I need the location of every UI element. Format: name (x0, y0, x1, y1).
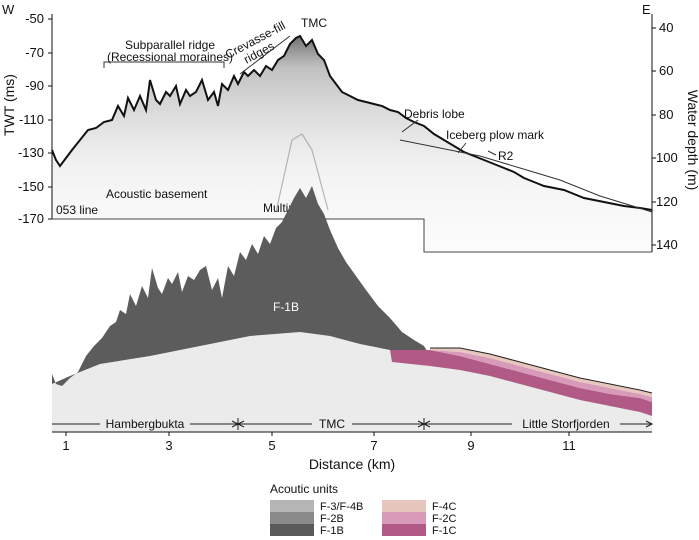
left-axis-label: TWT (ms) (1, 74, 17, 136)
acoustic-basement-label: Acoustic basement (106, 187, 208, 201)
left-tick-label: -70 (25, 45, 44, 60)
r2-reflector (399, 139, 653, 213)
legend-label-f2b: F-2B (320, 513, 344, 525)
x-axis-label: Distance (km) (309, 456, 395, 472)
west-label: W (2, 2, 15, 17)
seismic-panel (51, 14, 653, 253)
region-label-bg (312, 415, 352, 432)
region-hambergbukta: Hambergbukta (106, 417, 185, 431)
legend-label-f3-f4b: F-3/F-4B (320, 501, 363, 513)
legend-label-f2c: F-2C (432, 513, 457, 525)
x-tick-label: 5 (268, 438, 275, 453)
interpretation-panel: F-1B (52, 186, 653, 432)
unit-f1c-area (390, 350, 652, 416)
legend-swatch-f4c (382, 500, 426, 512)
line-name-label: 053 line (56, 203, 98, 217)
x-tick-label: 11 (562, 438, 576, 453)
left-tick-label: -90 (25, 78, 44, 93)
right-axis-label: Water depth (m) (685, 90, 699, 191)
east-label: E (642, 2, 651, 17)
recessional-moraines-label: (Recessional moraines) (107, 50, 233, 64)
r2-label: R2 (498, 149, 514, 163)
seismic-fill (52, 36, 652, 252)
region-little-storfjorden: Little Storfjorden (522, 417, 609, 431)
legend: Acoutic units F-3/F-4B F-2B F-1B F-4C F-… (270, 482, 457, 537)
debris-lobe-label: Debris lobe (404, 107, 465, 121)
legend-swatch-f2c (382, 512, 426, 524)
region-label-bg (512, 415, 620, 432)
iceberg-plow-mark-label: Iceberg plow mark (446, 128, 545, 142)
right-tick-label: 40 (659, 20, 673, 35)
x-axis-ticks (65, 432, 570, 436)
right-tick-label: 140 (656, 237, 678, 252)
legend-swatch-f1c (382, 524, 426, 536)
legend-label-f4c: F-4C (432, 501, 457, 513)
left-axis-ticks (48, 18, 52, 220)
legend-swatch-f1b (270, 524, 314, 536)
region-tmc: TMC (319, 417, 345, 431)
legend-swatch-f2b (270, 512, 314, 524)
multiple-reflector (275, 133, 329, 213)
interpretation-seafloor (430, 347, 653, 394)
x-tick-label: 9 (467, 438, 474, 453)
left-tick-label: -150 (18, 179, 44, 194)
x-tick-label: 1 (62, 438, 69, 453)
left-tick-label: -50 (25, 11, 44, 26)
acoustic-basement-area (52, 332, 652, 432)
x-tick-label: 3 (165, 438, 172, 453)
legend-label-f1b: F-1B (320, 525, 344, 537)
right-axis-ticks (652, 27, 656, 246)
subparallel-ridge-label: Subparallel ridge (125, 38, 215, 52)
region-label-bg (100, 415, 190, 432)
annotation-brackets (103, 35, 497, 156)
legend-label-f1c: F-1C (432, 525, 457, 537)
unit-f2c-area (430, 350, 652, 402)
seafloor-reflector (51, 34, 653, 211)
right-tick-label: 60 (659, 63, 673, 78)
unit-f1b-label: F-1B (273, 300, 299, 314)
right-tick-label: 100 (656, 150, 678, 165)
panel-bottom-line (52, 218, 652, 253)
left-tick-label: -130 (18, 145, 44, 160)
right-tick-label: 120 (656, 194, 678, 209)
left-tick-label: -110 (19, 112, 44, 127)
right-tick-label: 80 (659, 107, 673, 122)
legend-title: Acoutic units (270, 482, 338, 496)
unit-f4c-area (430, 348, 652, 397)
tmc-top-label: TMC (301, 16, 327, 30)
legend-swatch-f3-f4b (270, 500, 314, 512)
unit-f1b-area (52, 186, 430, 386)
x-tick-label: 7 (370, 438, 377, 453)
left-tick-label: -170 (18, 211, 44, 226)
